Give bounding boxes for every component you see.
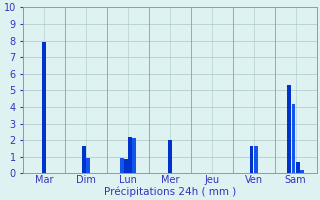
Bar [124,159,128,173]
X-axis label: Précipitations 24h ( mm ): Précipitations 24h ( mm ) [104,186,236,197]
Bar [300,170,304,173]
Bar [82,146,86,173]
Bar [287,85,291,173]
Bar [43,42,46,173]
Bar [254,146,258,173]
Bar [250,146,253,173]
Bar [168,140,172,173]
Bar [296,162,300,173]
Bar [292,104,295,173]
Bar [120,158,124,173]
Bar [132,138,136,173]
Bar [86,158,90,173]
Bar [128,137,132,173]
